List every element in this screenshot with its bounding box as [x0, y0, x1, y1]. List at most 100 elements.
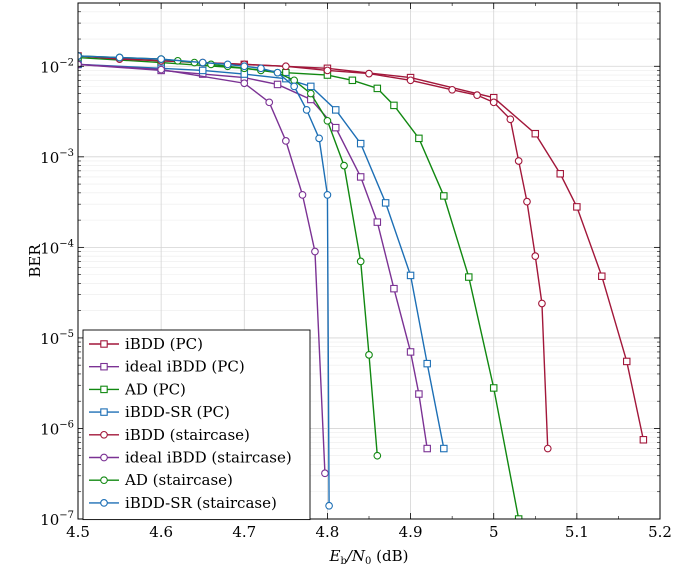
legend-label: iBDD-SR (staircase): [125, 494, 277, 512]
data-point: [223, 60, 232, 69]
data-point: [506, 115, 515, 124]
data-point: [321, 469, 329, 478]
data-point: [240, 62, 249, 71]
data-point: [543, 444, 552, 453]
data-point: [406, 271, 415, 280]
data-point: [356, 173, 365, 181]
legend-marker: [100, 499, 108, 507]
data-point: [440, 192, 448, 200]
data-point: [531, 252, 540, 260]
series-ibdd-sr-pc: [78, 60, 448, 453]
data-point: [282, 62, 290, 71]
x-tick-label: 4.6: [149, 523, 173, 541]
data-point: [448, 85, 456, 94]
legend-marker: [100, 430, 108, 439]
data-point: [489, 384, 498, 392]
series-line-ibdd-sr-pc: [78, 63, 445, 449]
data-point: [323, 116, 332, 125]
data-point: [257, 64, 265, 73]
data-point: [531, 129, 540, 138]
data-point: [489, 98, 498, 107]
data-point: [573, 203, 581, 211]
legend-marker: [100, 453, 108, 462]
data-point: [556, 170, 564, 178]
data-point: [365, 69, 373, 78]
y-tick-labels: 10−7 10−6 10−5 10−4 10−3 10−2: [40, 57, 74, 529]
data-point: [523, 197, 531, 206]
data-point: [639, 436, 648, 444]
data-point: [356, 139, 365, 148]
y-tick-label: 10−2: [40, 57, 74, 76]
data-point: [622, 357, 631, 366]
data-point: [348, 76, 357, 85]
data-point: [282, 137, 290, 145]
series-layer: [78, 52, 648, 519]
x-label-unit: (dB): [371, 547, 408, 565]
legend-marker: [100, 362, 108, 371]
x-tick-label: 5: [489, 523, 499, 541]
x-label-sub-b: b: [340, 556, 346, 567]
data-point: [440, 444, 448, 453]
data-point: [331, 106, 340, 114]
x-tick-label: 5.2: [648, 523, 672, 541]
data-point: [406, 348, 415, 356]
series-ibdd-sr-staircase: [78, 52, 333, 510]
data-point: [323, 66, 332, 75]
data-point: [115, 53, 124, 62]
data-point: [406, 76, 415, 85]
data-point: [302, 106, 311, 114]
data-point: [390, 101, 398, 110]
data-point: [365, 351, 373, 359]
legend-marker: [100, 476, 108, 485]
legend-label: ideal iBDD (PC): [125, 358, 245, 376]
data-point: [298, 191, 307, 199]
series-line-ideal-ibdd-staircase: [78, 63, 326, 474]
y-axis-label: BER: [26, 244, 44, 278]
x-label-e: E: [328, 547, 340, 565]
x-axis-label: Eb/N0 (dB): [328, 547, 408, 567]
data-point: [273, 80, 282, 89]
y-tick-label: 10−3: [40, 148, 74, 167]
data-point: [157, 55, 165, 63]
y-tick-label: 10−5: [40, 329, 74, 348]
y-tick-label: 10−4: [40, 238, 74, 257]
data-point: [340, 161, 348, 170]
data-point: [381, 199, 390, 207]
x-tick-label: 4.5: [66, 523, 90, 541]
data-point: [473, 91, 481, 99]
data-point: [198, 66, 207, 75]
data-point: [373, 218, 382, 226]
data-point: [306, 89, 315, 98]
data-point: [290, 82, 299, 91]
legend-marker: [100, 408, 108, 416]
data-point: [423, 359, 431, 368]
data-point: [598, 272, 606, 280]
data-point: [331, 123, 340, 132]
data-point: [265, 98, 274, 107]
data-point: [423, 444, 431, 453]
data-point: [373, 84, 382, 93]
data-point: [373, 451, 382, 460]
data-point: [311, 247, 319, 256]
y-tick-label: 10−7: [40, 510, 74, 529]
legend-box: [82, 329, 311, 521]
data-point: [198, 58, 207, 67]
legend: iBDD (PC) ideal iBDD (PC) AD (PC) iBDD-SR (…: [82, 329, 311, 521]
legend-label: iBDD-SR (PC): [125, 403, 230, 421]
data-point: [315, 134, 323, 143]
data-point: [323, 191, 332, 199]
legend-label: iBDD (staircase): [125, 426, 250, 444]
x-label-n: /N: [345, 547, 366, 565]
data-point: [240, 79, 249, 88]
data-point: [415, 390, 423, 398]
legend-marker: [100, 340, 108, 348]
legend-label: AD (staircase): [124, 471, 233, 489]
data-point: [307, 82, 315, 91]
x-tick-label: 4.8: [315, 523, 339, 541]
x-tick-label: 5.1: [565, 523, 589, 541]
legend-label: iBDD (PC): [125, 335, 203, 353]
data-point: [325, 501, 333, 510]
legend-label: ideal iBDD (staircase): [125, 449, 292, 467]
x-tick-labels: 4.5 4.6 4.7 4.8 4.9 5 5.1 5.2: [66, 523, 672, 541]
